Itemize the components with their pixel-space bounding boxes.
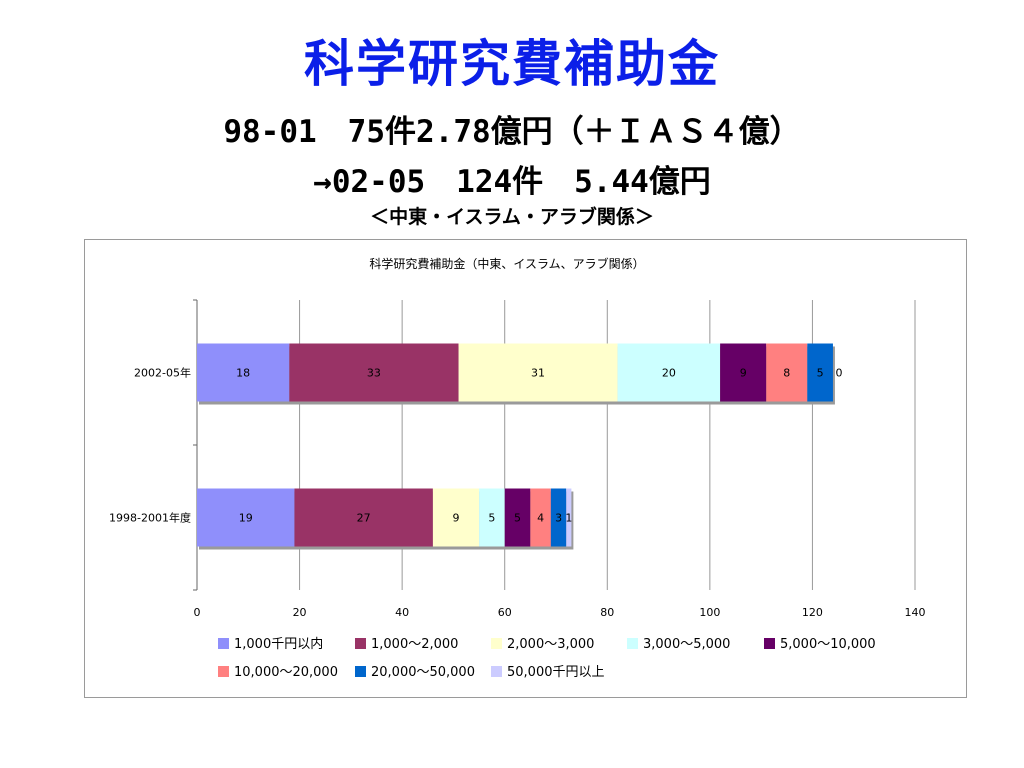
x-tick-label: 120 <box>802 606 823 619</box>
bar-segment <box>720 343 767 402</box>
bar-segment <box>294 488 433 547</box>
legend-label: 10,000～20,000 <box>234 665 338 680</box>
stacked-bar-chart: 科学研究費補助金（中東、イスラム、アラブ関係） 18 33 31 20 9 8 5 019 27… <box>109 256 926 680</box>
legend-label: 1,000千円以内 <box>234 636 323 652</box>
bar-segment <box>504 488 531 547</box>
data-label: 3 <box>555 512 562 525</box>
data-label: 5 <box>514 512 521 525</box>
x-tick-label: 140 <box>905 606 926 619</box>
legend-swatch <box>218 666 229 677</box>
bar-segment <box>479 488 505 547</box>
summary-line-1998-2001: 98-01 75件2.78億円（＋ＩＡＳ４億） <box>223 114 801 150</box>
bars <box>197 343 835 550</box>
bar-segment <box>617 343 721 402</box>
category-label: 1998-2001年度 <box>109 511 191 525</box>
data-label: 9 <box>740 367 747 380</box>
bar-segment <box>550 488 567 547</box>
legend-label: 20,000～50,000 <box>371 665 475 680</box>
slide-subtitle: ＜中東・イスラム・アラブ関係＞ <box>370 206 654 228</box>
data-label: 19 <box>239 512 253 525</box>
legend-swatch <box>764 638 775 649</box>
data-label: 0 <box>835 367 842 380</box>
x-tick-label: 40 <box>395 606 409 619</box>
category-label: 2002-05年 <box>134 366 191 380</box>
slide-title: 科学研究費補助金 <box>304 35 720 93</box>
value-labels: 18 33 31 20 9 8 5 019 27 9 5 5 4 3 1 <box>236 367 842 525</box>
data-label: 31 <box>531 367 545 380</box>
data-label: 5 <box>488 512 495 525</box>
data-label: 20 <box>662 367 676 380</box>
data-label: 8 <box>783 367 790 380</box>
chart-title: 科学研究費補助金（中東、イスラム、アラブ関係） <box>369 256 644 271</box>
x-tick-label: 20 <box>293 606 307 619</box>
legend-swatch <box>491 638 502 649</box>
bar-segment <box>197 343 290 402</box>
data-label: 27 <box>357 512 371 525</box>
x-tick-label: 60 <box>498 606 512 619</box>
legend-swatch <box>355 638 366 649</box>
legend-label: 3,000～5,000 <box>643 637 730 652</box>
bar-segment <box>566 488 572 547</box>
chart-frame: 科学研究費補助金（中東、イスラム、アラブ関係） 18 33 31 20 9 8 5 0 19 27… <box>84 239 967 698</box>
bar-segment <box>289 343 459 402</box>
bar-segment <box>530 488 551 547</box>
legend-swatch <box>491 666 502 677</box>
x-tick-labels: 0 20 40 60 80 100 120 140 <box>194 606 926 619</box>
legend-swatch <box>355 666 366 677</box>
summary-line-2002-05: →02-05 124件 5.44億円 <box>313 164 711 200</box>
x-tick-label: 0 <box>194 606 201 619</box>
legend: 1,000千円以内 1,000～2,000 2,000～3,000 3,000～5,0… <box>218 636 876 680</box>
category-labels: 2002-05年 1998-2001年度 <box>109 366 191 525</box>
bar-segment <box>458 343 618 402</box>
legend-label: 50,000千円以上 <box>507 665 605 680</box>
data-label: 18 <box>236 367 250 380</box>
legend-swatch <box>218 638 229 649</box>
data-label: 5 <box>817 367 824 380</box>
data-label: 9 <box>452 512 459 525</box>
legend-swatch <box>627 638 638 649</box>
data-label: 33 <box>367 367 381 380</box>
legend-label: 2,000～3,000 <box>507 637 594 652</box>
x-tick-label: 80 <box>600 606 614 619</box>
x-tick-label: 100 <box>699 606 720 619</box>
bar-segment <box>432 488 480 547</box>
legend-label: 1,000～2,000 <box>371 637 458 652</box>
legend-label: 5,000～10,000 <box>780 637 876 652</box>
data-label: 4 <box>537 512 544 525</box>
bar-segment <box>197 488 295 547</box>
data-label: 1 <box>565 512 572 525</box>
bar-segment <box>807 343 833 402</box>
bar-segment <box>766 343 808 402</box>
